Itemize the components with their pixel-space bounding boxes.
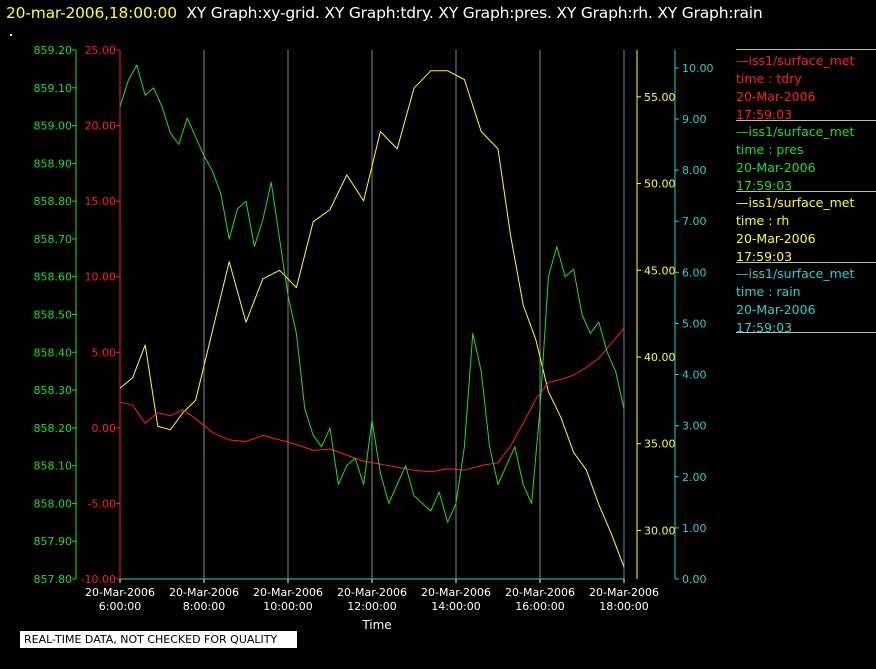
x-tick-time: 6:00:00: [99, 600, 141, 613]
legend-item-tdry: iss1/surface_met time : tdry 20-Mar-2006…: [736, 49, 876, 122]
pres-tick-label: 858.80: [34, 195, 73, 208]
x-tick-time: 10:00:00: [263, 600, 312, 613]
legend-date: 20-Mar-2006: [736, 302, 816, 317]
legend-variable: time : rain: [736, 284, 801, 299]
tdry-tick-label: 15.00: [85, 195, 117, 208]
legend-time: 17:59:03: [736, 178, 793, 193]
pres-tick-label: 858.00: [34, 497, 73, 510]
rain-tick-label: 9.00: [682, 113, 707, 126]
legend: iss1/surface_met time : tdry 20-Mar-2006…: [736, 49, 876, 335]
tdry-tick-label: 0.00: [92, 422, 117, 435]
legend-date: 20-Mar-2006: [736, 231, 816, 246]
header-dot: [10, 34, 12, 36]
legend-variable: time : pres: [736, 142, 804, 157]
header-timestamp: 20-mar-2006,18:00:00: [6, 4, 177, 22]
pres-tick-label: 858.90: [34, 157, 73, 170]
rain-tick-label: 0.00: [682, 573, 707, 586]
rain-tick-label: 1.00: [682, 522, 707, 535]
rain-tick-label: 7.00: [682, 215, 707, 228]
x-tick-date: 20-Mar-2006: [85, 586, 155, 599]
pres-tick-label: 858.30: [34, 384, 73, 397]
series-line-pres: [119, 64, 625, 523]
rain-tick-label: 3.00: [682, 420, 707, 433]
pres-tick-label: 858.40: [34, 346, 73, 359]
legend-source: iss1/surface_met: [736, 194, 876, 212]
tdry-tick-label: 20.00: [85, 120, 117, 133]
legend-source: iss1/surface_met: [736, 123, 876, 141]
rain-tick-label: 5.00: [682, 317, 707, 330]
rain-tick-label: 10.00: [682, 62, 714, 75]
legend-item-rain: iss1/surface_met time : rain 20-Mar-2006…: [736, 262, 876, 335]
pres-tick-label: 859.20: [34, 44, 73, 57]
x-tick-date: 20-Mar-2006: [169, 586, 239, 599]
tdry-tick-label: -10.00: [81, 573, 116, 586]
x-tick-time: 18:00:00: [599, 600, 648, 613]
tdry-tick-label: -5.00: [88, 497, 116, 510]
legend-variable: time : rh: [736, 213, 790, 228]
pres-tick-label: 859.00: [34, 120, 73, 133]
x-tick-date: 20-Mar-2006: [505, 586, 575, 599]
pres-tick-label: 858.60: [34, 271, 73, 284]
pres-tick-label: 858.20: [34, 422, 73, 435]
legend-time: 17:59:03: [736, 249, 793, 264]
x-tick-time: 12:00:00: [347, 600, 396, 613]
rh-tick-label: 50.00: [644, 178, 676, 191]
tdry-tick-label: 5.00: [92, 346, 117, 359]
x-tick-date: 20-Mar-2006: [589, 586, 659, 599]
legend-item-rh: iss1/surface_met time : rh 20-Mar-2006 1…: [736, 191, 876, 264]
legend-time: 17:59:03: [736, 320, 793, 335]
x-axis-title: Time: [361, 618, 391, 632]
pres-tick-label: 858.50: [34, 309, 73, 322]
x-tick-date: 20-Mar-2006: [421, 586, 491, 599]
header-graph-titles: XY Graph:xy-grid. XY Graph:tdry. XY Grap…: [186, 4, 763, 22]
tdry-tick-label: 10.00: [85, 271, 117, 284]
series-line-rh: [119, 70, 625, 568]
legend-item-pres: iss1/surface_met time : pres 20-Mar-2006…: [736, 120, 876, 193]
tdry-tick-label: 25.00: [85, 44, 117, 57]
legend-date: 20-Mar-2006: [736, 89, 816, 104]
legend-source: iss1/surface_met: [736, 265, 876, 283]
pres-tick-label: 859.10: [34, 82, 73, 95]
legend-source: iss1/surface_met: [736, 52, 876, 70]
legend-time: 17:59:03: [736, 107, 793, 122]
rh-tick-label: 35.00: [644, 438, 676, 451]
series-line-tdry: [119, 327, 625, 473]
rh-tick-label: 45.00: [644, 264, 676, 277]
x-tick-date: 20-Mar-2006: [253, 586, 323, 599]
x-tick-date: 20-Mar-2006: [337, 586, 407, 599]
rh-tick-label: 40.00: [644, 351, 676, 364]
rain-tick-label: 8.00: [682, 164, 707, 177]
rain-tick-label: 2.00: [682, 471, 707, 484]
legend-variable: time : tdry: [736, 71, 802, 86]
pres-tick-label: 858.70: [34, 233, 73, 246]
x-tick-time: 14:00:00: [431, 600, 480, 613]
rain-tick-label: 6.00: [682, 266, 707, 279]
pres-tick-label: 858.10: [34, 460, 73, 473]
quality-notice: REAL-TIME DATA, NOT CHECKED FOR QUALITY: [20, 631, 297, 648]
pres-tick-label: 857.90: [34, 535, 73, 548]
x-tick-time: 16:00:00: [515, 600, 564, 613]
rh-tick-label: 55.00: [644, 91, 676, 104]
rain-tick-label: 4.00: [682, 369, 707, 382]
graph-header: 20-mar-2006,18:00:00 XY Graph:xy-grid. X…: [6, 4, 763, 22]
x-tick-time: 8:00:00: [183, 600, 225, 613]
rh-tick-label: 30.00: [644, 524, 676, 537]
legend-date: 20-Mar-2006: [736, 160, 816, 175]
pres-tick-label: 857.80: [34, 573, 73, 586]
